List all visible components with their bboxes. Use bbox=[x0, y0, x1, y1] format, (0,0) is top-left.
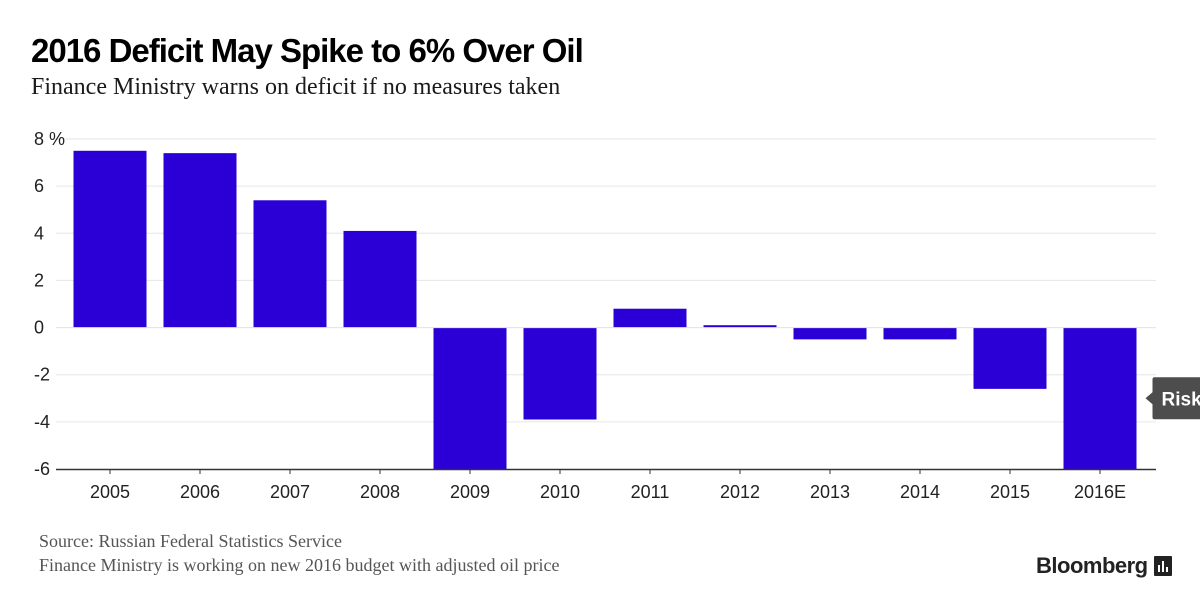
bar-2015 bbox=[973, 327, 1047, 389]
brand-name: Bloomberg bbox=[1036, 553, 1148, 578]
x-tick-label: 2016E bbox=[1074, 482, 1126, 502]
x-tick-label: 2010 bbox=[540, 482, 580, 502]
x-tick-label: 2014 bbox=[900, 482, 940, 502]
bar-2014 bbox=[883, 327, 957, 340]
annotation-label: Risk bbox=[1162, 389, 1200, 410]
bar-2009 bbox=[433, 327, 507, 469]
bar-2010 bbox=[523, 327, 597, 420]
x-tick-label: 2006 bbox=[180, 482, 220, 502]
y-tick-label: -2 bbox=[34, 365, 50, 385]
bar-2016E bbox=[1063, 327, 1137, 469]
y-tick-label: 8 % bbox=[34, 129, 65, 149]
chart-title: 2016 Deficit May Spike to 6% Over Oil bbox=[31, 32, 584, 69]
x-tick-label: 2012 bbox=[720, 482, 760, 502]
x-tick-label: 2009 bbox=[450, 482, 490, 502]
bar-2005 bbox=[73, 150, 147, 328]
bar-2007 bbox=[253, 200, 327, 328]
bar-2013 bbox=[793, 327, 867, 340]
annotation-pointer bbox=[1145, 392, 1153, 405]
y-tick-label: 6 bbox=[34, 176, 44, 196]
x-tick-label: 2013 bbox=[810, 482, 850, 502]
bloomberg-chart-icon bbox=[1153, 556, 1172, 576]
y-tick-label: -6 bbox=[34, 459, 50, 479]
chart-subtitle: Finance Ministry warns on deficit if no … bbox=[31, 74, 561, 100]
annotation-box bbox=[1152, 377, 1200, 420]
bar-2012 bbox=[703, 325, 777, 328]
footnote: Finance Ministry is working on new 2016 … bbox=[39, 555, 560, 575]
y-tick-label: 4 bbox=[34, 223, 44, 243]
bloomberg-logo: Bloomberg bbox=[1036, 553, 1172, 579]
bar-2011 bbox=[613, 308, 687, 328]
y-tick-label: 2 bbox=[34, 270, 44, 290]
x-tick-label: 2005 bbox=[90, 482, 130, 502]
y-tick-label: 0 bbox=[34, 318, 44, 338]
source-note: Source: Russian Federal Statistics Servi… bbox=[39, 531, 342, 551]
y-tick-label: -4 bbox=[34, 412, 50, 432]
bar-2008 bbox=[343, 230, 417, 328]
x-tick-label: 2007 bbox=[270, 482, 310, 502]
bar-2006 bbox=[163, 153, 237, 328]
bar-chart: -6 -4 -2 0 2 4 6 8 % 2005 2006 2007 2008 2009 2010 201… bbox=[34, 129, 1200, 502]
x-tick-label: 2011 bbox=[631, 482, 670, 502]
x-tick-label: 2015 bbox=[990, 482, 1030, 502]
x-tick-label: 2008 bbox=[360, 482, 400, 502]
